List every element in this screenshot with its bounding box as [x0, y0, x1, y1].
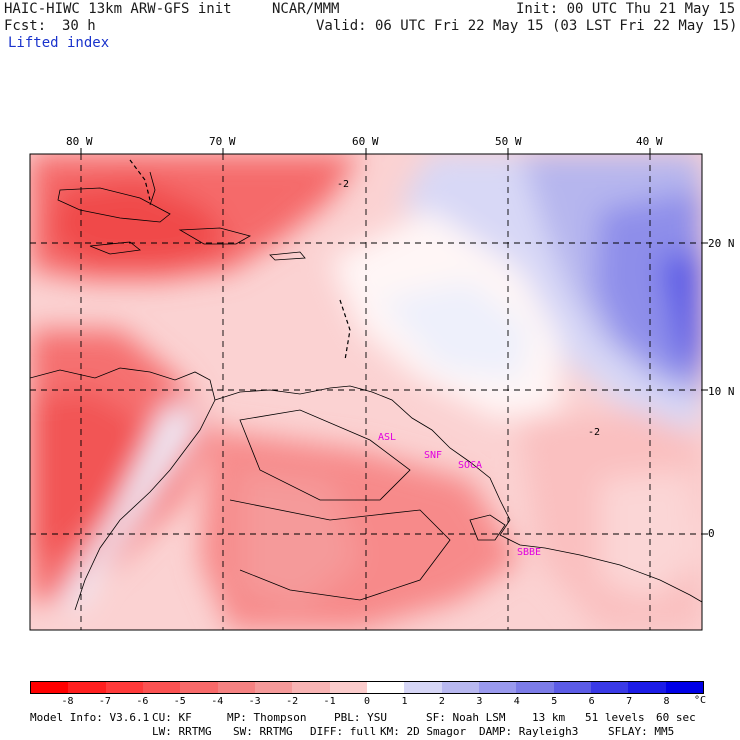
- colorbar: [30, 681, 704, 694]
- colorbar-tick-label: -4: [211, 696, 224, 707]
- colorbar-swatch: [628, 682, 666, 693]
- colorbar-tick-label: -2: [286, 696, 299, 707]
- diffusion-setting: DIFF: full: [310, 725, 377, 738]
- shortwave-scheme: SW: RRTMG: [233, 725, 293, 738]
- timestep: 60 sec: [656, 711, 696, 724]
- colorbar-swatch: [590, 682, 629, 693]
- lon-label-80w: 80 W: [66, 135, 93, 148]
- colorbar-tick-label: 6: [588, 696, 595, 707]
- colorbar-tick-label: 8: [663, 696, 670, 707]
- colorbar-tick-label: 7: [626, 696, 633, 707]
- colorbar-swatch: [329, 682, 367, 693]
- init-time: Init: 00 UTC Thu 21 May 15: [516, 1, 736, 17]
- lat-label-10n: 10 N: [708, 385, 735, 398]
- colorbar-swatch: [254, 682, 293, 693]
- vertical-levels: 51 levels: [585, 711, 645, 724]
- colorbar-tick-label: -6: [136, 696, 149, 707]
- colorbar-swatch: [142, 682, 181, 693]
- colorbar-swatch: [292, 682, 330, 693]
- longwave-scheme: LW: RRTMG: [152, 725, 212, 738]
- colorbar-tick-label: -1: [323, 696, 336, 707]
- colorbar-tick-label: -3: [248, 696, 261, 707]
- colorbar-swatch: [665, 682, 703, 693]
- valid-time: Valid: 06 UTC Fri 22 May 15 (03 LST Fri …: [316, 18, 738, 34]
- lon-label-40w: 40 W: [636, 135, 663, 148]
- colorbar-tick-label: 0: [364, 696, 371, 707]
- contour-label: -2: [588, 427, 601, 438]
- colorbar-swatch: [366, 682, 405, 693]
- cumulus-scheme: CU: KF: [152, 711, 192, 724]
- colorbar-tick-label: -8: [61, 696, 74, 707]
- lon-label-70w: 70 W: [209, 135, 236, 148]
- colorbar-swatch: [105, 682, 143, 693]
- colorbar-swatch: [68, 682, 106, 693]
- field-name: Lifted index: [8, 35, 110, 51]
- station-label-asl: ASL: [378, 432, 397, 443]
- lon-label-60w: 60 W: [352, 135, 379, 148]
- model-version: Model Info: V3.6.1: [30, 711, 150, 724]
- colorbar-tick-label: 1: [401, 696, 408, 707]
- lat-label-0: 0: [708, 527, 715, 540]
- country-borders: [129, 159, 351, 361]
- org-label: NCAR/MMM: [272, 1, 340, 17]
- station-label-sbbe: SBBE: [517, 547, 542, 558]
- station-label-snf: SNF: [424, 450, 443, 461]
- colorbar-tick-label: -7: [98, 696, 111, 707]
- colorbar-swatch: [516, 682, 554, 693]
- grid-spacing: 13 km: [532, 711, 566, 724]
- colorbar-swatch: [404, 682, 442, 693]
- colorbar-tick-label: 3: [476, 696, 483, 707]
- microphysics-scheme: MP: Thompson: [227, 711, 307, 724]
- damping-setting: DAMP: Rayleigh3: [479, 725, 579, 738]
- km-setting: KM: 2D Smagor: [380, 725, 467, 738]
- colorbar-tick-label: 4: [513, 696, 520, 707]
- graticule: [30, 154, 702, 630]
- colorbar-tick-label: 5: [551, 696, 558, 707]
- colorbar-swatch: [31, 682, 69, 693]
- station-label-soca: SOCA: [458, 460, 483, 471]
- colorbar-swatch: [478, 682, 517, 693]
- surface-scheme: SF: Noah LSM: [426, 711, 506, 724]
- colorbar-swatch: [217, 682, 255, 693]
- pbl-scheme: PBL: YSU: [334, 711, 387, 724]
- forecast-hour: 30 h: [62, 18, 96, 34]
- lat-label-20n: 20 N: [708, 237, 735, 250]
- colorbar-swatch: [180, 682, 218, 693]
- forecast-label: Fcst:: [4, 18, 47, 34]
- surface-layer-setting: SFLAY: MM5: [608, 725, 675, 738]
- lon-label-50w: 50 W: [495, 135, 522, 148]
- colorbar-swatch: [441, 682, 479, 693]
- colorbar-swatch: [553, 682, 591, 693]
- colorbar-tick-label: -5: [173, 696, 186, 707]
- model-title: HAIC-HIWC 13km ARW-GFS init: [4, 1, 232, 17]
- colorbar-unit: °C: [694, 695, 707, 706]
- colorbar-tick-label: 2: [438, 696, 445, 707]
- contour-label: -2: [337, 179, 350, 190]
